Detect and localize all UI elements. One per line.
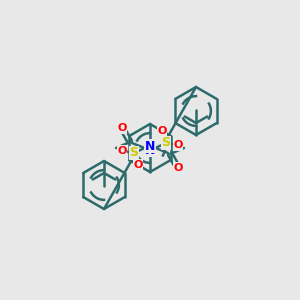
Text: O: O <box>117 123 127 133</box>
Text: S: S <box>130 146 139 160</box>
Text: N: N <box>145 143 155 157</box>
Text: O: O <box>173 163 183 173</box>
Text: O: O <box>133 160 143 170</box>
Text: O: O <box>117 146 127 156</box>
Text: N: N <box>145 140 155 152</box>
Text: O: O <box>157 126 167 136</box>
Text: O: O <box>173 140 183 150</box>
Text: S: S <box>161 136 170 149</box>
